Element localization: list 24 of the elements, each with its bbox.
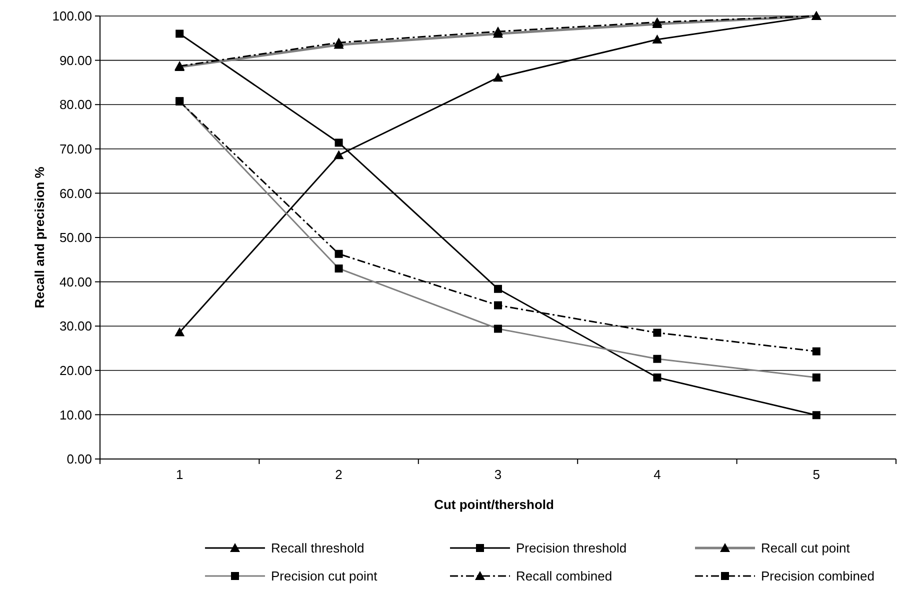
- y-tick-label: 80.00: [59, 97, 92, 112]
- y-tick-label: 100.00: [52, 8, 92, 24]
- legend-label: Recall combined: [516, 568, 612, 584]
- y-tick-label: 60.00: [59, 186, 92, 201]
- legend-label: Precision threshold: [516, 540, 627, 556]
- y-axis-title: Recall and precision %: [32, 166, 47, 308]
- legend-label: Recall cut point: [761, 540, 850, 556]
- legend-label: Recall threshold: [271, 540, 364, 556]
- x-axis-title: Cut point/thershold: [434, 497, 554, 512]
- x-tick-label: 2: [335, 467, 342, 482]
- y-tick-label: 30.00: [59, 318, 92, 334]
- x-tick-label: 4: [654, 467, 661, 482]
- legend-label: Precision combined: [761, 568, 874, 584]
- x-tick-label: 3: [494, 467, 502, 482]
- y-tick-label: 0.00: [66, 452, 92, 467]
- y-tick-label: 40.00: [59, 274, 92, 290]
- x-tick-label: 5: [812, 467, 820, 482]
- y-tick-label: 50.00: [59, 230, 92, 246]
- x-tick-label: 1: [176, 467, 184, 482]
- legend-label: Precision cut point: [271, 568, 378, 584]
- y-tick-label: 10.00: [59, 407, 92, 422]
- y-tick-label: 90.00: [59, 52, 92, 68]
- y-tick-label: 20.00: [59, 362, 92, 378]
- y-tick-label: 70.00: [59, 141, 92, 156]
